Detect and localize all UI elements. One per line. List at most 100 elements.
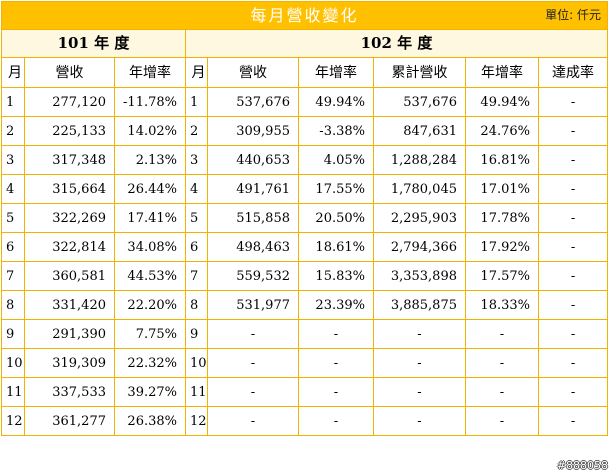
revenue-102-cell: 491,761: [207, 174, 299, 204]
revenue-102-cell: -: [207, 377, 299, 407]
cumulative-revenue-cell: 847,631: [373, 116, 466, 146]
yoy-102-cell: 18.61%: [298, 232, 374, 262]
achievement-rate-cell: -: [537, 348, 609, 378]
cumulative-yoy-cell: -: [465, 377, 539, 407]
cumulative-revenue-cell: 3,353,898: [373, 261, 466, 291]
achievement-rate-cell: -: [537, 290, 609, 320]
table-row: 7 360,581 44.53% 7 559,532 15.83% 3,353,898 17.…: [1, 261, 609, 291]
revenue-102-cell: 515,858: [207, 203, 299, 233]
revenue-101-cell: 337,533: [24, 377, 115, 407]
revenue-101-cell: 322,814: [24, 232, 115, 262]
col-header-cumulative-revenue: 累計營收: [373, 57, 466, 88]
revenue-101-cell: 317,348: [24, 145, 115, 175]
yoy-102-cell: 20.50%: [298, 203, 374, 233]
achievement-rate-cell: -: [537, 174, 609, 204]
achievement-rate-cell: -: [537, 203, 609, 233]
cumulative-yoy-cell: 16.81%: [465, 145, 539, 175]
cumulative-revenue-cell: 2,295,903: [373, 203, 466, 233]
yoy-102-cell: 4.05%: [298, 145, 374, 175]
month-102-cell: 10: [185, 348, 208, 378]
watermark: #888058: [556, 459, 608, 472]
col-header-yoy-102: 年增率: [298, 57, 374, 88]
table-row: 2 225,133 14.02% 2 309,955 -3.38% 847,631 24.76…: [1, 116, 609, 146]
revenue-101-cell: 319,309: [24, 348, 115, 378]
achievement-rate-cell: -: [537, 319, 609, 349]
table-row: 11 337,533 39.27% 11- - - - -: [1, 377, 609, 407]
cumulative-yoy-cell: 49.94%: [465, 87, 539, 117]
table-row: 3 317,348 2.13% 3 440,653 4.05% 1,288,284 16.81…: [1, 145, 609, 175]
yoy-101-cell: 26.38%: [114, 406, 186, 436]
revenue-101-cell: 277,120: [24, 87, 115, 117]
yoy-102-cell: 17.55%: [298, 174, 374, 204]
col-header-yoy-101: 年增率: [114, 57, 186, 88]
month-102-cell: 9: [185, 319, 208, 349]
year-row: 101 年 度 102 年 度: [1, 29, 609, 58]
yoy-102-cell: -: [298, 406, 374, 436]
month-102-cell: 8: [185, 290, 208, 320]
month-102-cell: 2: [185, 116, 208, 146]
revenue-101-cell: 225,133: [24, 116, 115, 146]
yoy-101-cell: 39.27%: [114, 377, 186, 407]
cumulative-revenue-cell: 537,676: [373, 87, 466, 117]
cumulative-yoy-cell: 17.01%: [465, 174, 539, 204]
revenue-102-cell: -: [207, 348, 299, 378]
col-header-month-101: 月: [1, 57, 25, 88]
revenue-102-cell: 498,463: [207, 232, 299, 262]
revenue-102-cell: 531,977: [207, 290, 299, 320]
col-header-achievement-rate: 達成率: [537, 57, 609, 88]
revenue-101-cell: 331,420: [24, 290, 115, 320]
table-row: 4 315,664 26.44% 4 491,761 17.55% 1,780,045 17.…: [1, 174, 609, 204]
cumulative-revenue-cell: -: [373, 406, 466, 436]
yoy-101-cell: 44.53%: [114, 261, 186, 291]
yoy-101-cell: 22.20%: [114, 290, 186, 320]
cumulative-revenue-cell: 1,288,284: [373, 145, 466, 175]
month-101-cell: 5: [1, 203, 25, 233]
revenue-101-cell: 291,390: [24, 319, 115, 349]
achievement-rate-cell: -: [537, 261, 609, 291]
yoy-102-cell: 23.39%: [298, 290, 374, 320]
yoy-101-cell: 22.32%: [114, 348, 186, 378]
table-title-cell: 每月營收變化 單位: 仟元: [0, 1, 609, 30]
col-header-revenue-101: 營收: [24, 57, 115, 88]
month-101-cell: 9: [1, 319, 25, 349]
cumulative-yoy-cell: -: [465, 348, 539, 378]
revenue-102-cell: 440,653: [207, 145, 299, 175]
table-row: 12 361,277 26.38% 12- - - - -: [1, 406, 609, 436]
revenue-101-cell: 322,269: [24, 203, 115, 233]
month-101-cell: 12: [1, 406, 25, 436]
month-101-cell: 11: [1, 377, 25, 407]
yoy-102-cell: 49.94%: [298, 87, 374, 117]
yoy-101-cell: 2.13%: [114, 145, 186, 175]
revenue-101-cell: 315,664: [24, 174, 115, 204]
title-row: 每月營收變化 單位: 仟元: [0, 1, 609, 30]
month-101-cell: 2: [1, 116, 25, 146]
col-header-revenue-102: 營收: [207, 57, 299, 88]
unit-label: 單位: 仟元: [545, 8, 602, 22]
achievement-rate-cell: -: [537, 87, 609, 117]
month-101-cell: 7: [1, 261, 25, 291]
month-102-cell: 7: [185, 261, 208, 291]
month-102-cell: 12: [185, 406, 208, 436]
revenue-101-cell: 360,581: [24, 261, 115, 291]
month-102-cell: 5: [185, 203, 208, 233]
table-row: 8 331,420 22.20% 8 531,977 23.39% 3,885,875 18.…: [1, 290, 609, 320]
yoy-102-cell: -: [298, 377, 374, 407]
achievement-rate-cell: -: [537, 232, 609, 262]
col-header-cumulative-yoy: 年增率: [465, 57, 539, 88]
monthly-revenue-table: 每月營收變化 單位: 仟元 101 年 度 102 年 度 月 營收 年增率 月…: [0, 1, 609, 436]
month-102-cell: 3: [185, 145, 208, 175]
yoy-102-cell: -: [298, 348, 374, 378]
table-row: 10 319,309 22.32% 10- - - - -: [1, 348, 609, 378]
year-102-header: 102 年 度: [184, 29, 609, 58]
month-101-cell: 10: [1, 348, 25, 378]
yoy-101-cell: -11.78%: [114, 87, 186, 117]
cumulative-revenue-cell: -: [373, 319, 466, 349]
table-row: 5 322,269 17.41% 5 515,858 20.50% 2,295,903 17.…: [1, 203, 609, 233]
month-102-cell: 11: [185, 377, 208, 407]
cumulative-revenue-cell: 1,780,045: [373, 174, 466, 204]
yoy-101-cell: 26.44%: [114, 174, 186, 204]
month-101-cell: 6: [1, 232, 25, 262]
yoy-101-cell: 7.75%: [114, 319, 186, 349]
cumulative-yoy-cell: 24.76%: [465, 116, 539, 146]
month-102-cell: 1: [185, 87, 208, 117]
